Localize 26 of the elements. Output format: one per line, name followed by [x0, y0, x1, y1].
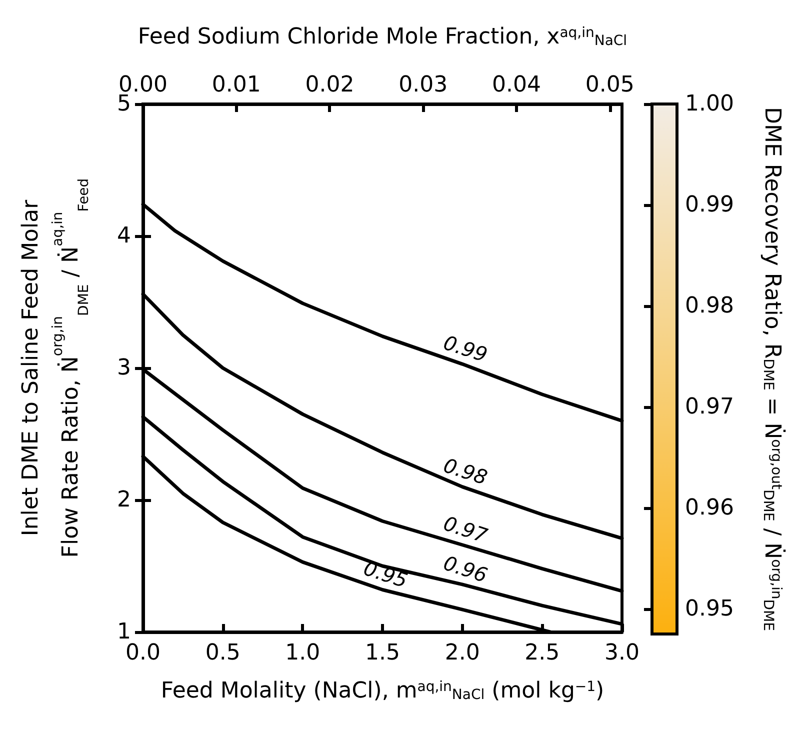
x-tick-label: 3.0 — [604, 640, 640, 666]
text: 0.98 — [440, 453, 490, 490]
x2-tick-label: 0.01 — [212, 72, 261, 98]
color-bar-label: 0.99 — [685, 192, 734, 218]
y-tick-label: 4 — [117, 224, 131, 248]
x-tick-label: 0.5 — [205, 640, 240, 666]
x-tick-label: 1.5 — [365, 640, 400, 666]
x2-tick-label: 0.03 — [398, 72, 448, 98]
y-tick-label: 2 — [117, 488, 131, 512]
color-bar-label: 0.97 — [685, 394, 734, 420]
x-tick-label: 1.0 — [285, 640, 320, 666]
x2-tick-label: 0.02 — [305, 72, 354, 98]
color-bar-label: 0.98 — [685, 293, 734, 318]
y-tick-label: 3 — [117, 356, 131, 380]
color-bar-title: DME Recovery Ratio, RDME = Ṅorg,outDME / Ṅorg,inDME — [760, 107, 786, 631]
color-bar-label: 1.00 — [685, 92, 734, 116]
color-bar-label: 0.95 — [685, 596, 734, 622]
x2-tick-label: 0.04 — [492, 72, 541, 98]
color-bar-label: 0.96 — [685, 495, 734, 520]
y-axis-title: Inlet DME to Saline Feed Molar Flow Rate Ratio, Ṅorg,inDME / Ṅaq,inFeed — [18, 178, 92, 558]
text: 0.96 — [440, 550, 490, 588]
x2-tick-label: 0.05 — [585, 72, 634, 98]
x-tick-label: 2.5 — [524, 640, 560, 666]
text: 0.97 — [440, 511, 491, 548]
text: 0.99 — [440, 330, 490, 367]
x-tick-label: 2.0 — [444, 640, 480, 666]
